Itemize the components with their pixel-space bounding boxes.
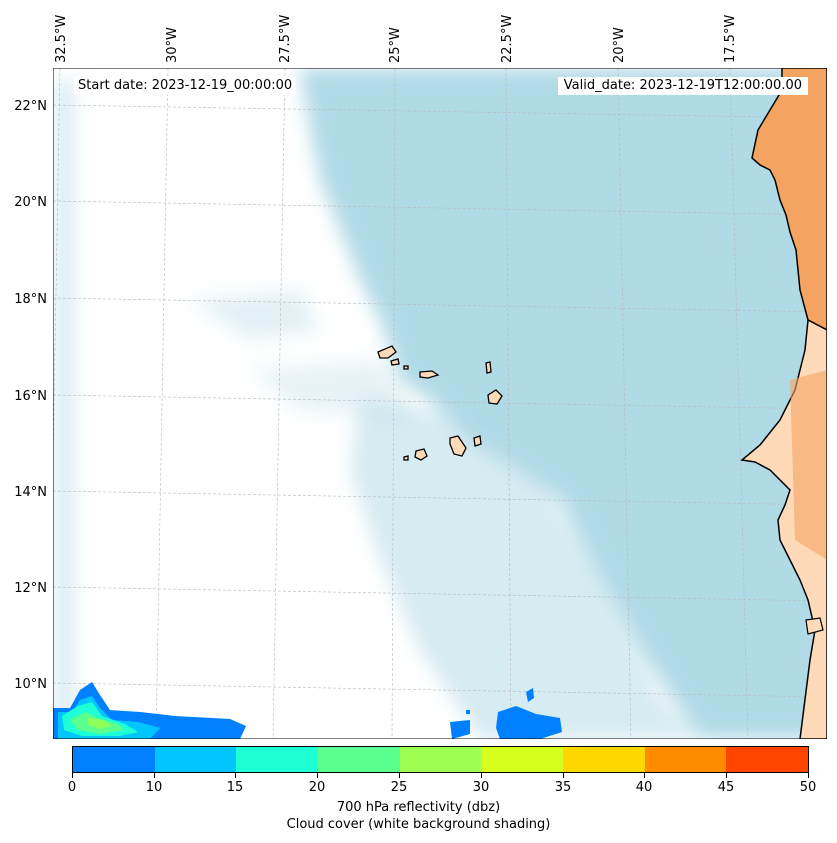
island-sao-vicente: [390, 358, 400, 366]
colorbar-tick: [72, 773, 73, 778]
start-date-label: Start date: 2023-12-19_00:00:00: [74, 77, 297, 95]
colorbar-segment: [399, 747, 482, 772]
lat-label-18n: 18°N: [14, 292, 47, 307]
lon-label-25w: 25°W: [388, 27, 403, 63]
colorbar-segment: [726, 747, 809, 772]
lat-label-12n: 12°N: [14, 581, 47, 596]
colorbar-segment: [481, 747, 564, 772]
colorbar-tick: [563, 773, 564, 778]
colorbar-tick: [399, 773, 400, 778]
lat-label-10n: 10°N: [14, 677, 47, 692]
valid-date-label: Valid_date: 2023-12-19T12:00:00.00: [557, 77, 808, 95]
lon-label-20w: 20°W: [612, 27, 627, 63]
island-sal: [485, 361, 492, 374]
colorbar-tick: [808, 773, 809, 778]
colorbar: [72, 746, 809, 773]
lat-label-22n: 22°N: [14, 99, 47, 114]
lon-label-17-5w: 17.5°W: [723, 15, 738, 63]
colorbar-tick-label: 15: [226, 780, 244, 795]
colorbar-tick-label: 30: [472, 780, 490, 795]
colorbar-tick: [481, 773, 482, 778]
colorbar-segment: [73, 747, 155, 772]
lon-label-22-5w: 22.5°W: [500, 15, 515, 63]
lon-label-30w: 30°W: [165, 27, 180, 63]
island-santa-luzia: [403, 365, 409, 370]
island-fogo: [414, 448, 428, 461]
graticule: [53, 68, 827, 739]
colorbar-tick-label: 0: [67, 780, 77, 795]
lat-label-20n: 20°N: [14, 195, 47, 210]
lat-label-14n: 14°N: [14, 485, 47, 500]
african-continent: [740, 68, 827, 739]
colorbar-segment: [318, 747, 400, 772]
lon-label-32-5w: 32.5°W: [54, 15, 69, 63]
island-maio: [473, 435, 482, 447]
reflectivity-patches: [53, 682, 562, 739]
lat-label-16n: 16°N: [14, 389, 47, 404]
island-brava: [403, 455, 409, 461]
colorbar-segment: [154, 747, 237, 772]
colorbar-tick-label: 10: [145, 780, 163, 795]
colorbar-segment: [644, 747, 727, 772]
lon-label-27-5w: 27.5°W: [278, 15, 293, 63]
colorbar-tick-label: 20: [308, 780, 326, 795]
colorbar-tick-label: 50: [799, 780, 817, 795]
cloud-cover-shading: [55, 68, 827, 739]
colorbar-segment: [236, 747, 319, 772]
island-santiago: [449, 435, 467, 457]
colorbar-label: 700 hPa reflectivity (dbz): [336, 800, 501, 815]
colorbar-tick-label: 35: [554, 780, 572, 795]
colorbar-tick: [235, 773, 236, 778]
colorbar-tick-label: 40: [635, 780, 653, 795]
island-sao-nicolau: [419, 370, 440, 379]
cape-verde-islands: [377, 345, 503, 461]
colorbar-tick: [317, 773, 318, 778]
island-santo-antao: [377, 345, 397, 359]
island-boa-vista: [487, 389, 503, 405]
colorbar-tick-label: 45: [717, 780, 735, 795]
colorbar-tick: [644, 773, 645, 778]
colorbar-tick-label: 25: [390, 780, 408, 795]
colorbar-segment: [563, 747, 645, 772]
colorbar-tick: [726, 773, 727, 778]
colorbar-sublabel: Cloud cover (white background shading): [286, 817, 551, 832]
colorbar-tick: [154, 773, 155, 778]
